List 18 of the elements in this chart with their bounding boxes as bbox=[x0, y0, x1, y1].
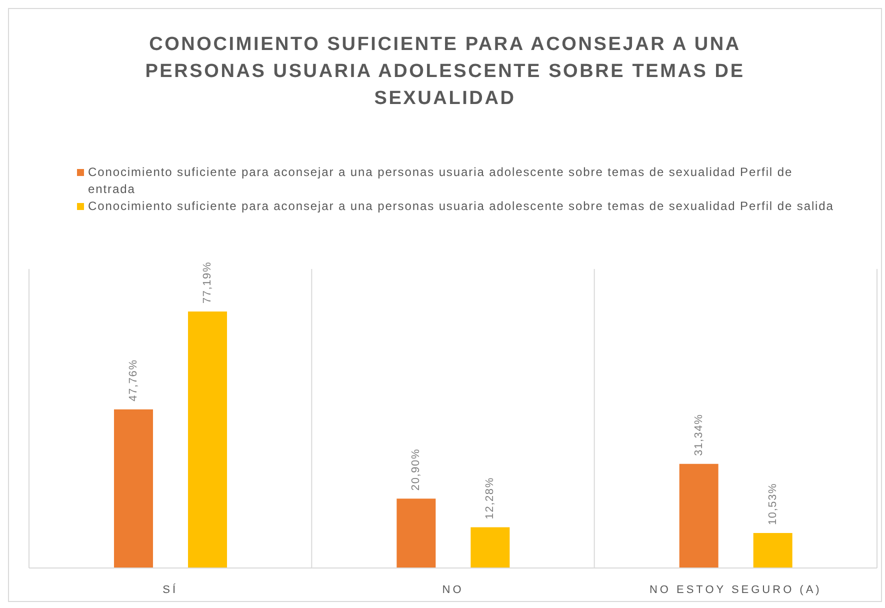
bar bbox=[679, 464, 718, 568]
data-label: 31,34% bbox=[692, 414, 705, 456]
x-tick-label: SÍ bbox=[162, 583, 178, 596]
data-label: 10,53% bbox=[766, 482, 779, 526]
bar bbox=[114, 409, 153, 568]
data-label: 20,90% bbox=[410, 448, 422, 491]
legend-label: Conocimiento suficiente para aconsejar a una personas usuaria adolescente sobre temas de sexualidad Perfil de salida bbox=[88, 198, 834, 215]
x-tick-label: NO ESTOY SEGURO (A) bbox=[649, 584, 822, 596]
bar bbox=[753, 533, 792, 568]
x-tick-label: NO bbox=[442, 584, 464, 596]
bar bbox=[188, 312, 227, 568]
bar bbox=[470, 527, 510, 568]
legend-label: Conocimiento suficiente para aconsejar a una personas usuaria adolescente sobre temas de sexualidad Perfil de entrada bbox=[88, 164, 794, 198]
bar bbox=[396, 498, 436, 568]
chart-title: CONOCIMIENTO SUFICIENTE PARA ACONSEJAR A UNA PERSONAS USUARIA ADOLESCENTE SOBRE TEMAS DE SEXUALIDAD bbox=[144, 33, 746, 111]
data-label: 77,19% bbox=[202, 261, 214, 304]
data-label: 47,76% bbox=[128, 359, 140, 402]
data-label: 12,28% bbox=[484, 477, 496, 520]
